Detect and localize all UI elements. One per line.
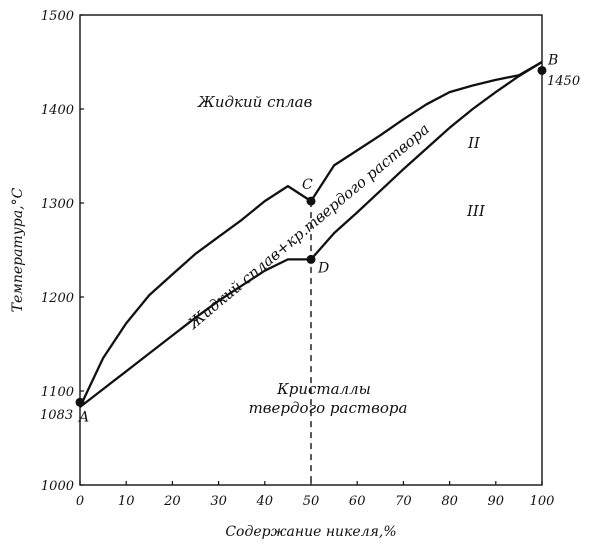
y-tick-label: 1400 [41,103,74,118]
y-tick-label: 1100 [41,385,74,400]
x-tick-label: 80 [441,494,458,509]
x-tick-label: 0 [76,494,84,509]
y-axis-title: Температура,°C [10,187,26,312]
y-tick-label: 1500 [41,9,74,24]
x-tick-label: 90 [488,494,505,509]
point-label-b: B [547,52,558,68]
point-label-c: C [302,177,313,193]
region-solid-label-line2: твердого раствора [249,399,408,417]
y-tick-label: 1200 [41,291,74,306]
point-d [306,254,316,264]
region-liquid-label: Жидкий сплав [197,93,313,111]
point-c [306,196,316,206]
point-b [537,65,547,75]
x-axis-title: Содержание никеля,% [225,524,396,540]
point-a [75,397,85,407]
region-iii-label: III [466,202,486,220]
y-tick-label: 1300 [41,197,74,212]
x-tick-label: 10 [118,494,135,509]
left-end-label: 1083 [40,408,73,423]
x-tick-label: 50 [303,494,320,509]
x-tick-label: 40 [256,494,274,509]
right-end-label: 1450 [547,74,580,89]
y-tick-label: 1000 [41,479,74,494]
axis-ticks: 0 10 20 30 40 50 60 70 80 90 100 1000 1100 1200 1300 14… [41,9,555,509]
point-label-a: A [77,409,89,425]
point-label-d: D [317,260,329,276]
region-solid-label-line1: Кристаллы [276,380,371,398]
data-points: A B C D [75,52,558,425]
x-tick-label: 30 [210,494,227,509]
x-tick-label: 20 [163,494,181,509]
x-tick-label: 70 [395,494,412,509]
region-two-phase-label: Жидкий сплав+кр.твердого раствора [184,120,433,333]
x-tick-label: 60 [349,494,366,509]
region-ii-label: II [467,134,481,152]
x-tick-label: 100 [530,494,555,509]
